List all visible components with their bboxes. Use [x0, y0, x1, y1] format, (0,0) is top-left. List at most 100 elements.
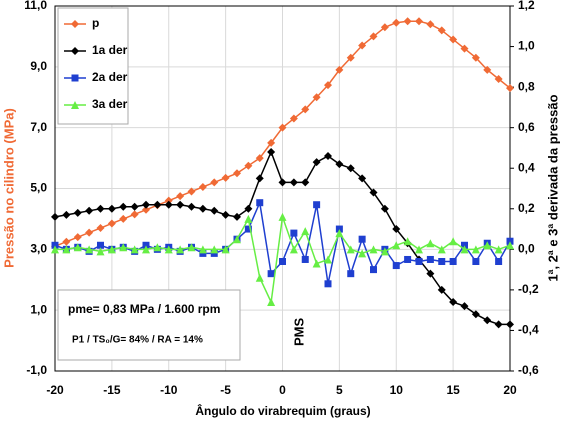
marker [71, 101, 79, 109]
marker [130, 210, 139, 219]
y2-tick-label: 1,2 [518, 0, 535, 12]
marker [51, 241, 59, 249]
marker [142, 245, 150, 254]
marker [461, 241, 468, 249]
marker [347, 270, 355, 278]
x-tick-label: -20 [46, 383, 64, 397]
marker [312, 93, 321, 102]
annotation: P1 / TS₀/G= 84% / RA = 14% [72, 335, 203, 346]
marker [71, 74, 79, 82]
marker [380, 23, 389, 32]
marker [301, 255, 309, 263]
y-tick-label: 1,0 [30, 302, 47, 316]
marker [107, 204, 116, 213]
marker [358, 235, 366, 243]
marker [506, 237, 514, 245]
marker [449, 35, 458, 44]
marker [289, 178, 298, 187]
marker [301, 178, 310, 187]
y2-axis-label: 1ª, 2ª e 3ª derivada da pressão [545, 94, 560, 281]
x-tick-label: -5 [220, 383, 231, 397]
marker [369, 188, 378, 197]
marker [119, 214, 128, 223]
marker [403, 237, 412, 246]
y-axis-label: Pressão no cilindro (MPa) [1, 108, 16, 268]
legend-label: p [92, 16, 99, 30]
marker [494, 320, 503, 329]
marker [426, 255, 434, 263]
y-tick-label: 9,0 [30, 59, 47, 73]
x-tick-label: 0 [279, 383, 286, 397]
marker [210, 178, 219, 187]
y2-tick-label: -0,6 [518, 363, 539, 377]
annotation: pme= 0,83 MPa / 1.600 rpm [68, 302, 220, 316]
marker [255, 174, 264, 183]
marker [471, 310, 480, 319]
marker [358, 249, 367, 258]
marker [437, 285, 446, 294]
marker [301, 105, 310, 114]
y2-tick-label: -0,2 [518, 282, 539, 296]
y2-tick-label: 0,6 [518, 120, 535, 134]
marker [96, 224, 105, 233]
marker [426, 20, 435, 29]
marker [164, 196, 173, 205]
marker [62, 237, 71, 246]
marker [483, 316, 492, 325]
marker [176, 245, 185, 254]
marker [255, 273, 264, 282]
x-axis-label: Ângulo do virabrequim (graus) [195, 403, 370, 418]
marker [437, 245, 446, 254]
marker [96, 247, 105, 256]
marker [324, 152, 332, 161]
marker [119, 243, 128, 252]
marker [471, 53, 480, 62]
y2-tick-label: 1,0 [518, 39, 535, 53]
marker [73, 233, 82, 242]
marker [278, 123, 287, 132]
marker [483, 241, 492, 250]
marker [130, 245, 139, 254]
marker [221, 173, 230, 182]
y-tick-label: -1,0 [26, 363, 47, 377]
marker [471, 245, 480, 254]
marker [426, 269, 435, 278]
marker [483, 65, 492, 74]
marker [494, 75, 503, 83]
y-tick-label: 11,0 [24, 0, 47, 12]
marker [85, 245, 94, 254]
marker [313, 201, 321, 209]
x-tick-label: -10 [160, 383, 178, 397]
marker [312, 158, 321, 167]
marker [142, 241, 150, 249]
marker [392, 262, 400, 270]
y2-tick-label: 0,0 [518, 242, 535, 256]
marker [267, 138, 276, 147]
marker [392, 18, 401, 27]
marker [335, 229, 344, 238]
y2-tick-label: 0,8 [518, 79, 535, 93]
marker [130, 202, 139, 211]
marker [73, 243, 82, 252]
marker [335, 225, 343, 233]
marker [85, 228, 94, 237]
marker [324, 280, 332, 288]
plot-frame [54, 5, 511, 372]
marker [278, 178, 287, 187]
marker [233, 235, 241, 244]
marker [392, 241, 401, 250]
marker [210, 245, 219, 254]
marker [51, 212, 59, 221]
marker [187, 187, 196, 196]
legend-label: 2a der [92, 70, 128, 84]
y-tick-label: 5,0 [30, 181, 47, 195]
marker [426, 239, 435, 248]
legend-label: 1a der [92, 43, 128, 57]
marker [62, 210, 71, 219]
marker [176, 192, 185, 201]
marker [278, 212, 287, 221]
marker [244, 204, 253, 213]
marker [335, 160, 344, 169]
marker [358, 41, 367, 50]
